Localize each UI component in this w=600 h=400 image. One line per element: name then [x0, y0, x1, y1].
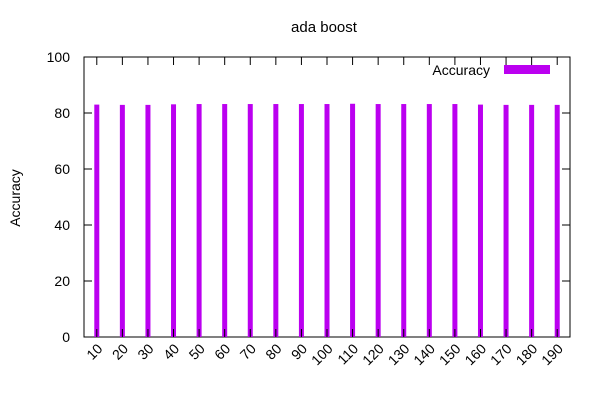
x-tick-label: 60	[211, 340, 233, 362]
bar	[350, 103, 356, 337]
x-tick-label: 160	[461, 340, 489, 368]
x-tick-label: 50	[186, 340, 208, 362]
legend: Accuracy	[432, 62, 550, 78]
chart-title: ada boost	[291, 19, 358, 36]
y-axis: 0 20 40 60 80 100	[47, 49, 570, 345]
bar	[503, 104, 509, 337]
x-tick-label: 130	[385, 340, 413, 368]
legend-label: Accuracy	[432, 62, 490, 78]
x-tick-label: 90	[288, 340, 310, 362]
bar	[554, 104, 560, 337]
x-tick-label: 110	[334, 340, 361, 367]
bar	[529, 104, 535, 337]
bar	[375, 104, 381, 337]
bar	[196, 104, 202, 337]
bar	[247, 104, 253, 337]
x-tick-label: 190	[538, 340, 566, 368]
x-tick-label: 120	[359, 340, 387, 368]
legend-swatch	[504, 65, 550, 74]
x-tick-label: 10	[83, 340, 105, 362]
x-tick-label: 80	[262, 340, 284, 362]
bar	[324, 104, 330, 337]
bar	[401, 104, 407, 337]
bar	[426, 104, 432, 337]
x-tick-label: 150	[436, 340, 464, 368]
y-tick-label: 100	[47, 49, 71, 65]
bars-layer	[94, 103, 560, 337]
bar	[273, 104, 279, 337]
y-axis-label: Accuracy	[7, 169, 23, 227]
y-tick-label: 60	[54, 161, 70, 177]
y-tick-label: 20	[54, 273, 70, 289]
y-tick-label: 0	[62, 329, 70, 345]
bar	[145, 104, 151, 337]
x-tick-label: 170	[487, 340, 515, 368]
x-tick-label: 100	[308, 340, 336, 368]
x-tick-label: 180	[513, 340, 541, 368]
bar	[171, 104, 177, 337]
x-tick-label: 70	[237, 340, 259, 362]
bar	[119, 104, 125, 337]
x-tick-label: 30	[134, 340, 156, 362]
bar	[452, 104, 458, 337]
bar	[298, 104, 304, 337]
x-tick-label: 20	[109, 340, 131, 362]
bar	[94, 104, 100, 337]
x-tick-label: 140	[410, 340, 438, 368]
bar	[477, 104, 483, 337]
x-tick-label: 40	[160, 340, 182, 362]
bar	[222, 104, 228, 337]
y-tick-label: 80	[54, 105, 70, 121]
y-tick-label: 40	[54, 217, 70, 233]
